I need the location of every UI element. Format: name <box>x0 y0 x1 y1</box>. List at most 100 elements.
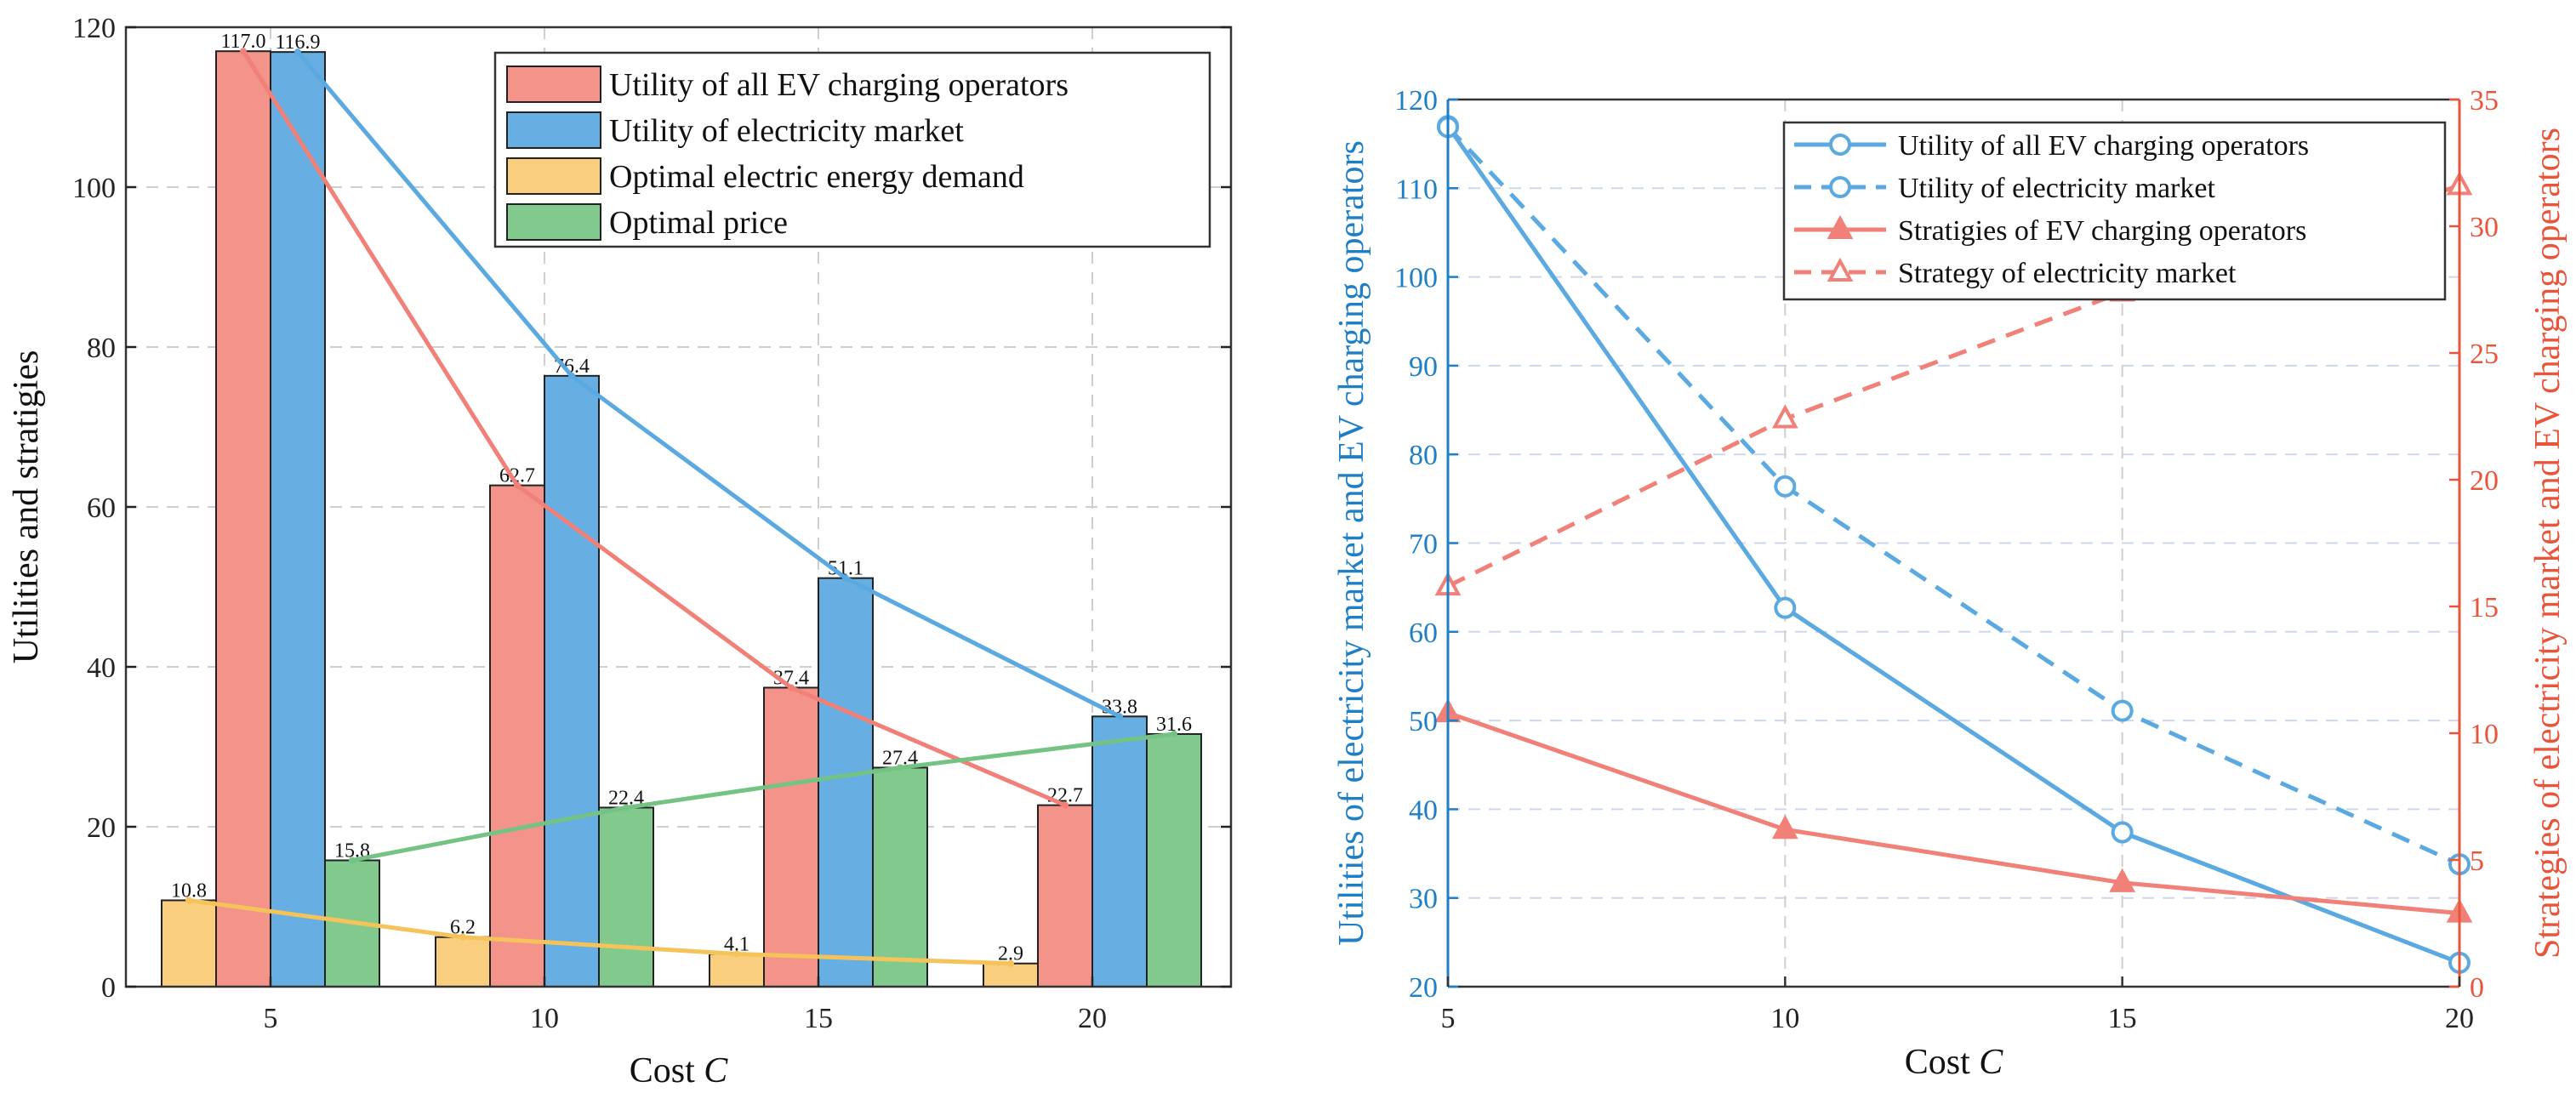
x-tick-label: 20 <box>1078 1003 1107 1034</box>
y-tick-label: 40 <box>87 652 116 684</box>
y-right-tick-label: 30 <box>2470 212 2499 243</box>
y-right-tick-label: 35 <box>2470 85 2499 117</box>
x-tick-label: 15 <box>804 1003 833 1034</box>
legend-label: Utility of electricity market <box>609 113 964 149</box>
trend-point <box>1116 713 1123 720</box>
legend-marker <box>1829 176 1851 198</box>
y-left-tick-label: 70 <box>1409 529 1438 561</box>
y-left-tick-label: 60 <box>1409 618 1438 649</box>
y-right-axis-title: Strategies of electricity market and EV … <box>2528 128 2567 959</box>
series-marker <box>1774 475 1797 498</box>
legend-marker <box>1829 134 1851 156</box>
legend-swatch <box>506 111 601 149</box>
y-left-tick-label: 100 <box>1394 263 1438 294</box>
bar <box>872 766 928 988</box>
bar <box>709 953 765 988</box>
legend-label: Optimal price <box>609 205 788 241</box>
legend-label: Utility of electricity market <box>1898 173 2215 204</box>
bar <box>983 962 1039 988</box>
legend: Utility of all EV charging operators Util… <box>1782 121 2447 301</box>
trend-point <box>240 48 247 55</box>
x-tick-label: 10 <box>1770 1003 1799 1034</box>
x-axis-title-right-text: Cost <box>1905 1043 1980 1082</box>
y-left-tick-label: 30 <box>1409 884 1438 915</box>
bar <box>1037 804 1093 988</box>
bar <box>161 899 217 988</box>
trend-line <box>351 732 1175 862</box>
trend-point <box>459 933 466 941</box>
bar <box>215 50 271 988</box>
left-bar-chart: 10.86.24.1 2.9117.062.737.422.7116.976.45… <box>7 13 1233 1090</box>
trend-point <box>1171 730 1177 737</box>
series-marker <box>1771 815 1798 840</box>
legend-label: Utility of all EV charging operators <box>609 67 1069 103</box>
trend-line <box>296 50 1121 719</box>
x-axis-title: Cost C <box>630 1051 729 1090</box>
y-tick-label: 100 <box>72 173 116 204</box>
trend-point <box>623 804 630 811</box>
y-right-tick-label: 15 <box>2470 592 2499 623</box>
trend-point <box>897 764 903 771</box>
y-axis-title-text: Utilities and stratigies <box>7 350 46 664</box>
y-left-tick-label: 120 <box>1394 85 1438 117</box>
y-tick-label: 0 <box>101 972 116 1004</box>
x-tick-label: 5 <box>1441 1003 1456 1034</box>
trend-point <box>1062 801 1069 809</box>
x-axis-title-variable: C <box>704 1051 728 1090</box>
y-left-tick-label: 50 <box>1409 706 1438 737</box>
trend-point <box>788 684 795 692</box>
y-tick-label: 80 <box>87 333 116 364</box>
trend-point <box>568 372 575 379</box>
series-line <box>1446 183 2460 589</box>
y-left-tick-label: 80 <box>1409 440 1438 471</box>
trend-point <box>514 481 521 489</box>
legend-label: Optimal electric energy demand <box>609 159 1024 195</box>
y-right-tick-label: 0 <box>2470 972 2484 1004</box>
y-right-tick-label: 10 <box>2470 719 2499 750</box>
bar <box>544 374 600 988</box>
bar <box>1091 715 1148 988</box>
x-axis-title-text: Cost <box>630 1051 704 1090</box>
series-marker <box>1774 596 1797 619</box>
y-tick-label: 120 <box>72 13 116 44</box>
legend-swatch <box>506 157 601 195</box>
legend-swatch <box>506 203 601 241</box>
series-marker <box>2109 868 2136 892</box>
trend-point <box>842 574 849 582</box>
trend-point <box>1007 959 1014 967</box>
bar <box>270 51 326 988</box>
trend-point <box>185 897 192 904</box>
legend-swatch <box>506 65 601 103</box>
legend-label: Strategy of electricity market <box>1898 258 2237 289</box>
legend: Utility of all EV charging operators Util… <box>493 51 1211 248</box>
y-right-tick-label: 5 <box>2470 845 2484 877</box>
bar <box>598 806 654 988</box>
y-axis-title: Utilities and stratigies <box>7 350 46 664</box>
y-left-tick-label: 90 <box>1409 351 1438 383</box>
trend-line <box>188 898 1012 966</box>
series-line <box>1446 125 2461 867</box>
x-tick-label: 10 <box>530 1003 559 1034</box>
x-tick-label: 15 <box>2108 1003 2137 1034</box>
x-axis-title-right: Cost C <box>1905 1043 2004 1082</box>
y-tick-label: 20 <box>87 812 116 844</box>
series-marker <box>1771 404 1798 429</box>
trend-point <box>733 950 740 958</box>
y-right-tick-label: 25 <box>2470 339 2499 370</box>
series-marker <box>2111 821 2134 844</box>
y-left-tick-label: 40 <box>1409 794 1438 826</box>
legend-box <box>1782 121 2447 301</box>
y-left-tick-label: 110 <box>1395 174 1438 205</box>
legend-box <box>493 51 1211 248</box>
y-tick-label: 60 <box>87 492 116 524</box>
series-marker <box>2111 699 2134 722</box>
bar <box>435 936 491 988</box>
bar <box>1146 732 1202 988</box>
trend-point <box>294 48 301 56</box>
x-tick-label: 20 <box>2445 1003 2474 1034</box>
trend-point <box>349 857 356 864</box>
y-right-tick-label: 20 <box>2470 465 2499 497</box>
legend-label: Stratigies of EV charging operators <box>1898 215 2306 247</box>
series-line <box>1447 710 2460 916</box>
